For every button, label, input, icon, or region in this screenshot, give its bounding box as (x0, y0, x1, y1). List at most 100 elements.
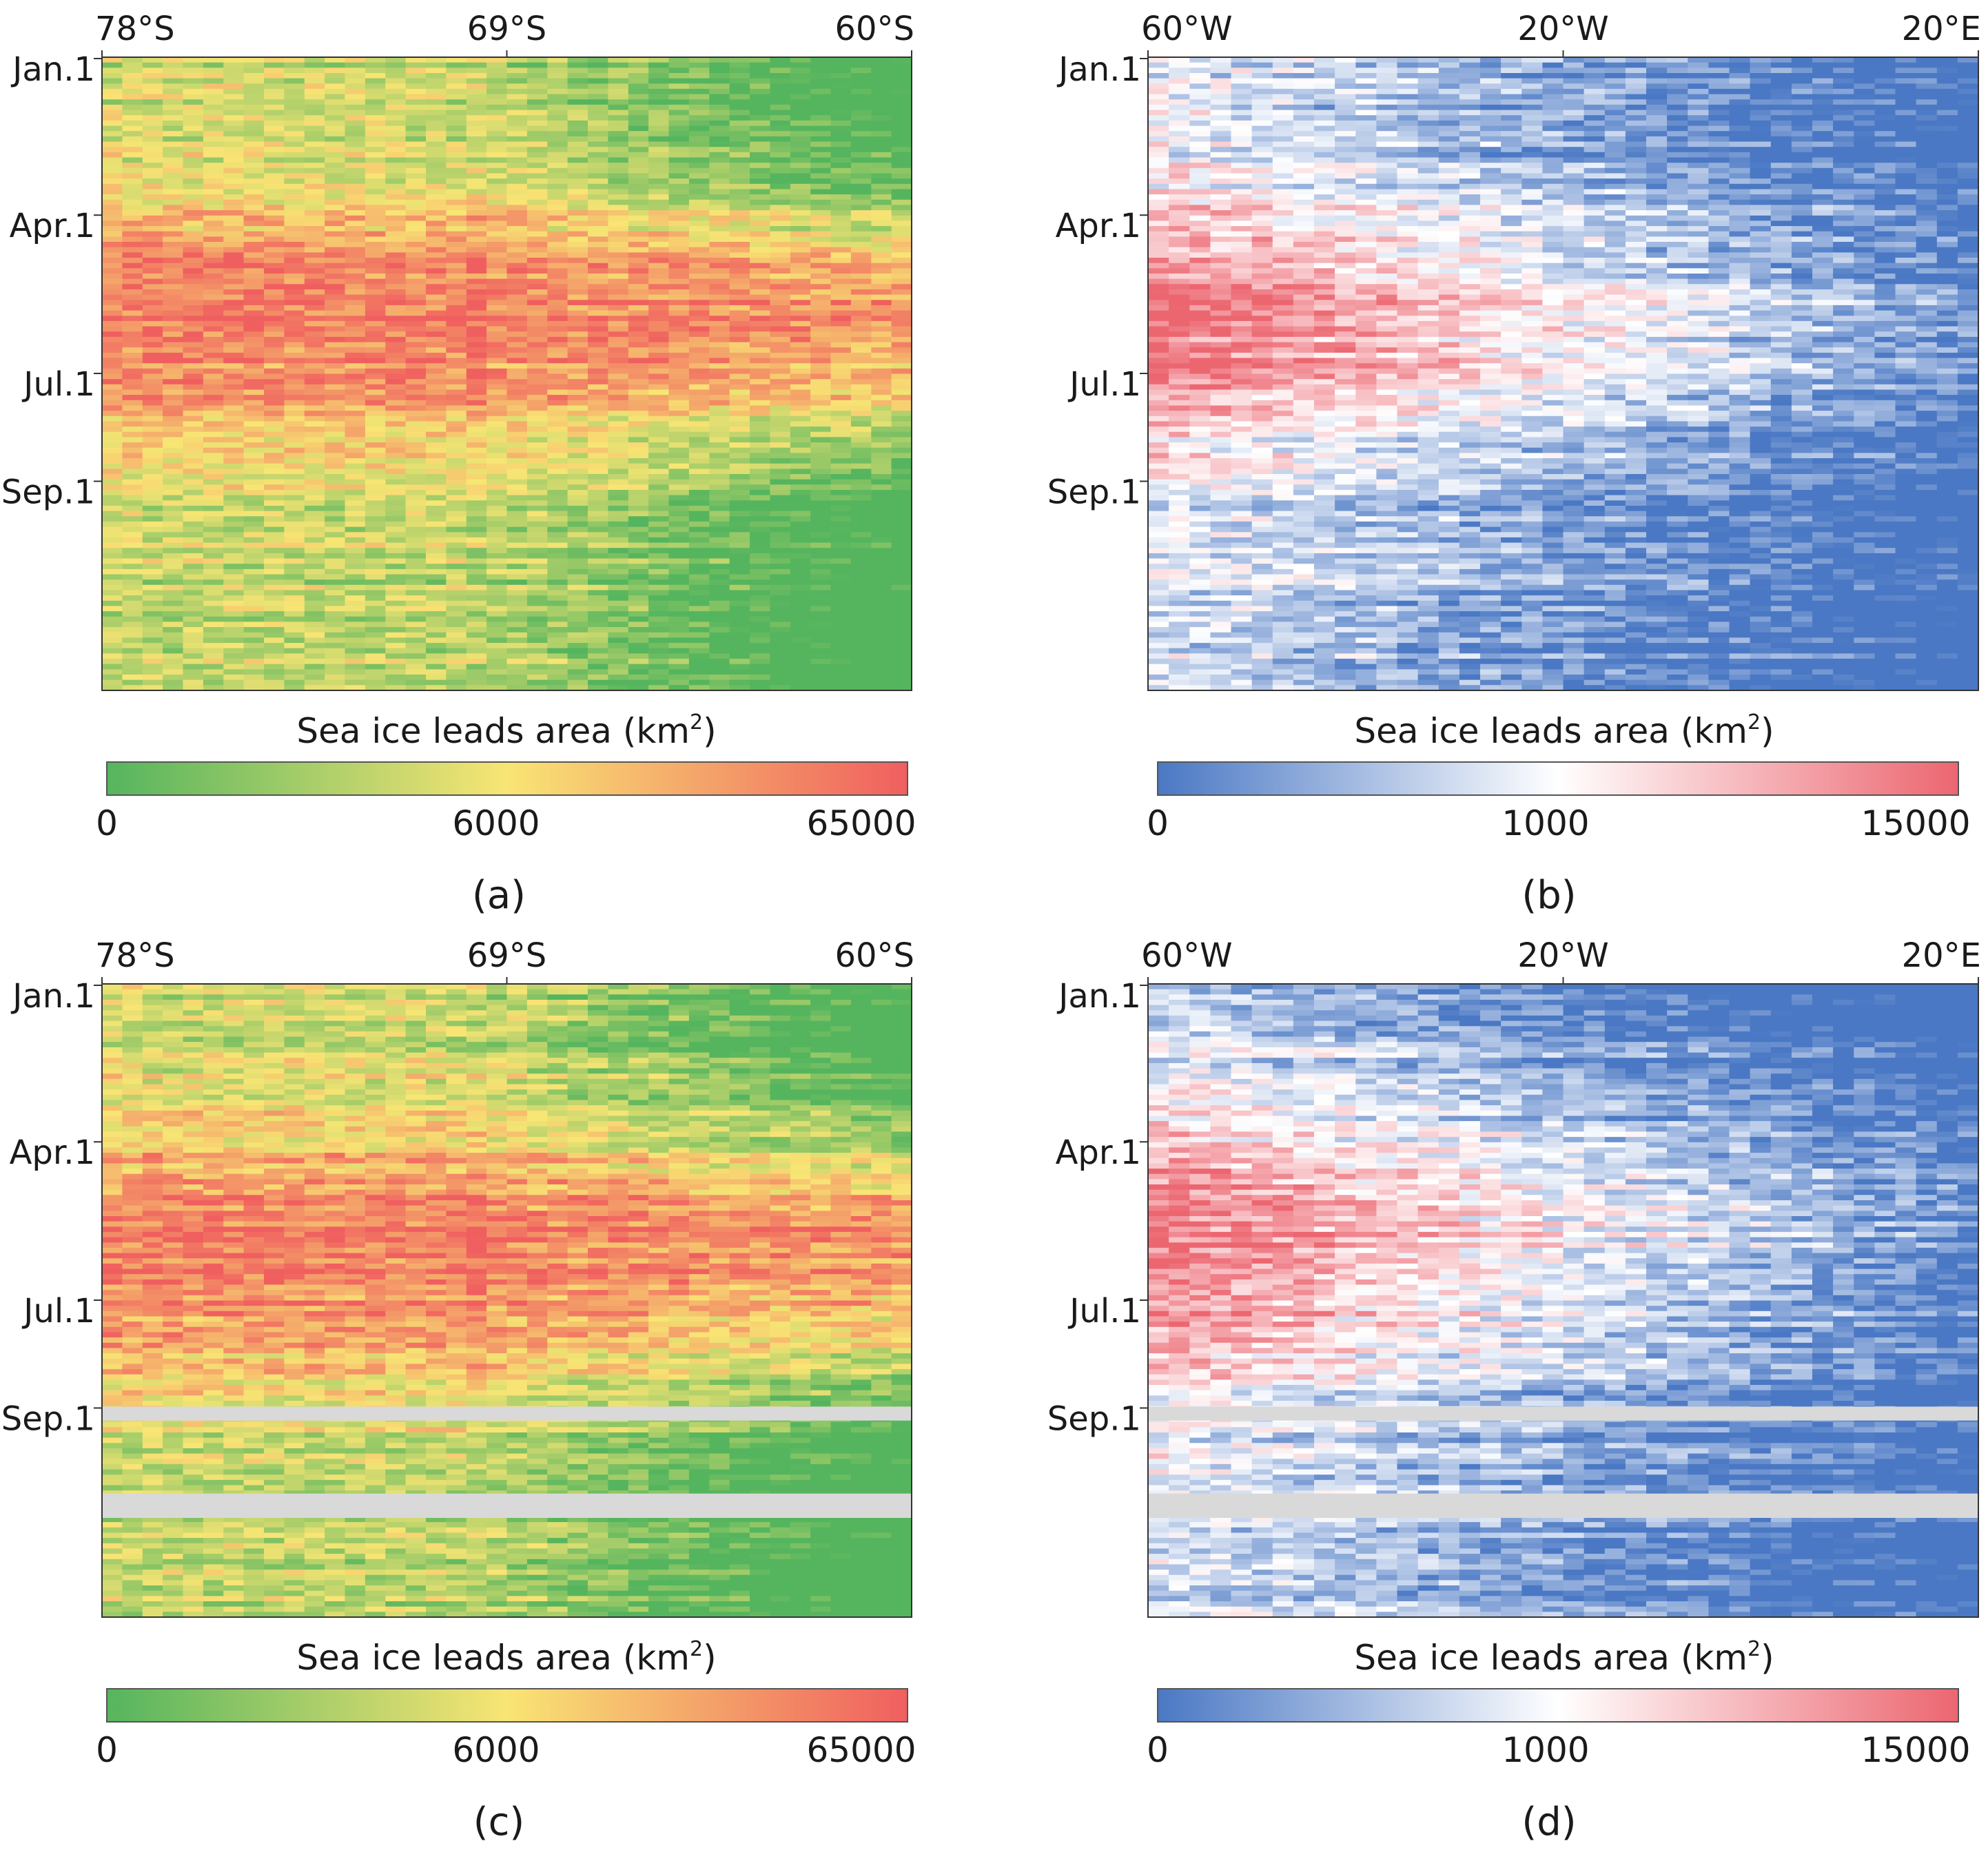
heat-cell (385, 205, 407, 211)
heat-cell (588, 125, 608, 132)
heat-cell (405, 431, 427, 438)
heat-cell (163, 469, 184, 475)
heat-cell (871, 659, 892, 665)
heat-cell (203, 131, 224, 137)
heat-cell (750, 231, 770, 237)
heat-cell (688, 431, 710, 438)
heat-cell (688, 94, 710, 100)
heat-cell (325, 274, 346, 280)
heat-cell (588, 664, 608, 670)
heat-cell (446, 205, 467, 211)
heat-cell (325, 310, 346, 316)
heat-cell (790, 62, 811, 68)
heat-cell (709, 495, 730, 501)
heat-cell (345, 685, 366, 691)
heat-cell (1916, 73, 1938, 79)
heat-cell (891, 173, 912, 179)
heat-cell (264, 643, 285, 649)
heat-cell (506, 411, 528, 417)
heat-cell (567, 463, 588, 469)
heat-cell (608, 125, 629, 132)
heat-cell (1501, 73, 1522, 79)
heat-cell (486, 199, 508, 206)
heat-cell (850, 331, 872, 338)
heat-cell (405, 442, 427, 449)
heat-cell (830, 231, 852, 237)
heat-cell (345, 373, 366, 380)
heat-cell (547, 147, 568, 153)
heat-cell (243, 611, 265, 617)
heat-cell (102, 284, 123, 290)
panel-label-a: (a) (472, 873, 526, 918)
heat-cell (628, 236, 649, 243)
heat-cell (486, 643, 508, 649)
heat-cell (345, 183, 366, 190)
heat-cell (304, 426, 325, 433)
heat-cell (688, 368, 710, 375)
heat-cell (264, 600, 285, 607)
heat-cell (223, 194, 245, 201)
heat-cell (810, 83, 832, 90)
heat-cell (526, 389, 548, 395)
heat-cell (223, 347, 245, 353)
heat-cell (891, 437, 912, 443)
heat-cell (790, 120, 811, 127)
heat-cell (284, 679, 305, 686)
heat-cell (547, 220, 568, 227)
heat-cell (871, 595, 892, 602)
heat-cell (608, 606, 629, 612)
heat-cell (426, 136, 447, 143)
heat-cell (142, 342, 163, 348)
y-ticks-a: Jan.1 Apr.1 Jul.1 Sep.1 (1, 50, 95, 512)
heat-cell (183, 252, 204, 258)
heat-cell (770, 373, 791, 380)
heat-cell (345, 157, 366, 163)
heat-cell (608, 490, 629, 496)
heat-cell (709, 373, 730, 380)
heat-cell (648, 352, 670, 359)
heat-cell (345, 199, 366, 206)
heat-cell (1272, 62, 1294, 68)
heat-cell (891, 526, 912, 533)
heat-cell (709, 274, 730, 280)
heat-cell (567, 278, 588, 285)
heat-cell (163, 125, 184, 132)
heat-cell (567, 331, 588, 338)
heat-cell (385, 194, 407, 201)
heat-cell (790, 141, 811, 147)
heat-cell (871, 110, 892, 116)
heat-cell (668, 268, 690, 274)
heat-cell (506, 568, 528, 575)
heat-cell (628, 526, 649, 533)
heat-cell (709, 379, 730, 385)
heat-cell (365, 616, 386, 623)
heat-cell (1833, 68, 1854, 74)
heat-cell (891, 500, 912, 506)
heat-cell (790, 57, 811, 63)
heat-cell (506, 236, 528, 243)
heat-cell (688, 110, 710, 116)
heat-cell (1584, 68, 1606, 74)
heat-cell (466, 131, 487, 137)
heat-cell (567, 453, 588, 459)
heat-cell (547, 506, 568, 512)
heat-cell (223, 463, 245, 469)
heat-cell (648, 421, 670, 427)
heat-cell (102, 110, 123, 116)
heat-cell (365, 516, 386, 522)
heat-cell (608, 294, 629, 300)
heat-cell (891, 426, 912, 433)
heat-cell (567, 532, 588, 538)
heat-cell (567, 395, 588, 401)
heat-cell (790, 431, 811, 438)
heat-cell (709, 163, 730, 169)
heat-cell (345, 442, 366, 449)
heat-cell (709, 110, 730, 116)
heat-cell (426, 389, 447, 395)
heat-cell (750, 220, 770, 227)
heat-cell (648, 458, 670, 464)
heat-cell (1957, 62, 1979, 68)
heat-cell (770, 347, 791, 353)
heat-cell (405, 189, 427, 195)
heat-cell (223, 621, 245, 628)
